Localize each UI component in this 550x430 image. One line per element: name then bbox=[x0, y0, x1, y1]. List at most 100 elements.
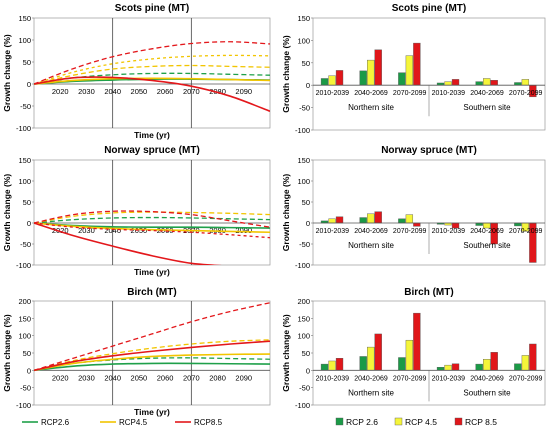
series-line-rcp85-solid bbox=[34, 340, 270, 372]
chart-title: Scots pine (MT) bbox=[115, 3, 189, 14]
y-tick-label: 50 bbox=[302, 59, 310, 68]
series-line-rcp26-solid bbox=[34, 222, 270, 229]
y-tick-label: 200 bbox=[18, 297, 31, 306]
bar-rcp45-5 bbox=[521, 79, 530, 86]
series-line-rcp85-solid bbox=[34, 222, 223, 265]
y-tick-label: -100 bbox=[295, 401, 310, 410]
group-label: Southern site bbox=[463, 103, 511, 112]
bar-rcp85-0 bbox=[335, 70, 344, 86]
y-tick-label: -50 bbox=[299, 240, 310, 249]
bar-rcp45-2 bbox=[405, 55, 414, 86]
legend-bar-swatch bbox=[335, 417, 344, 426]
bar-rcp26-4 bbox=[475, 81, 483, 86]
series-line-rcp85-dashed bbox=[34, 302, 270, 371]
legend-label: RCP 4.5 bbox=[405, 417, 437, 427]
y-tick-label: -50 bbox=[20, 384, 31, 393]
bar-rcp26-0 bbox=[320, 78, 329, 86]
category-label: 2040-2069 bbox=[470, 228, 504, 235]
x-tick-label: 2050 bbox=[131, 226, 148, 235]
bar-rcp45-4 bbox=[483, 78, 491, 86]
bar-rcp85-0 bbox=[335, 216, 344, 224]
plot-frame bbox=[33, 17, 271, 129]
category-label: 2010-2039 bbox=[316, 228, 350, 235]
category-label: 2010-2039 bbox=[432, 90, 466, 97]
x-tick-label: 2070 bbox=[183, 373, 200, 382]
bar-rcp45-2 bbox=[405, 339, 414, 371]
category-label: 2040-2069 bbox=[354, 90, 388, 97]
y-tick-label: -50 bbox=[299, 104, 310, 113]
category-label: 2040-2069 bbox=[470, 90, 504, 97]
y-tick-label: -100 bbox=[295, 126, 310, 135]
bar-rcp85-4 bbox=[490, 352, 498, 371]
bar-chart-5: Birch (MT) -100 -50 0 50 100 150 200 Growth chan… bbox=[281, 287, 546, 410]
category-label: 2040-2069 bbox=[470, 375, 504, 382]
bar-rcp26-0 bbox=[320, 363, 329, 371]
y-axis-label: Growth change (%) bbox=[281, 314, 291, 392]
bar-rcp26-4 bbox=[475, 363, 483, 371]
y-tick-label: 200 bbox=[297, 297, 310, 306]
y-tick-label: 0 bbox=[27, 219, 31, 228]
x-axis-label: Time (yr) bbox=[134, 130, 170, 140]
y-tick-label: 50 bbox=[302, 349, 310, 358]
y-tick-label: 0 bbox=[306, 219, 310, 228]
legend-label: RCP 2.6 bbox=[346, 417, 378, 427]
legend-label: RCP8.5 bbox=[194, 418, 223, 427]
series-line-rcp45-dashed bbox=[34, 339, 270, 371]
y-tick-label: 0 bbox=[27, 366, 31, 375]
bar-rcp45-0 bbox=[328, 218, 336, 224]
x-tick-label: 2050 bbox=[131, 373, 148, 382]
bar-rcp85-2 bbox=[413, 222, 421, 227]
bar-rcp45-3 bbox=[444, 81, 452, 86]
x-tick-label: 2040 bbox=[104, 87, 121, 96]
bar-rcp85-3 bbox=[451, 363, 460, 371]
series-line-rcp45-solid bbox=[34, 77, 270, 85]
category-label: 2070-2099 bbox=[509, 228, 543, 235]
y-tick-label: 150 bbox=[297, 14, 310, 23]
series-line-rcp85-dashed bbox=[34, 210, 270, 228]
bar-rcp85-1 bbox=[374, 211, 382, 224]
bar-rcp45-1 bbox=[367, 346, 375, 371]
x-tick-label: 2090 bbox=[235, 226, 252, 235]
bar-rcp26-1 bbox=[359, 70, 367, 86]
line-chart-4: Birch (MT) -100 -50 0 50 100 150 200 2020 2030 204… bbox=[2, 287, 271, 417]
y-tick-label: 150 bbox=[297, 156, 310, 165]
line-chart-2: Norway spruce (MT) -100 -50 0 50 100 150 2020 20… bbox=[2, 145, 271, 277]
bar-rcp45-4 bbox=[483, 359, 491, 371]
series-line-rcp45-solid bbox=[34, 222, 270, 234]
bar-rcp45-1 bbox=[367, 213, 375, 224]
x-tick-label: 2090 bbox=[235, 373, 252, 382]
series-line-rcp45-dashed bbox=[34, 64, 270, 85]
bar-chart-3: Norway spruce (MT) -100 -50 0 50 100 150 Growth… bbox=[281, 145, 546, 270]
series-line-rcp45-solid bbox=[34, 353, 270, 372]
bar-rcp45-0 bbox=[328, 75, 336, 86]
bar-rcp85-4 bbox=[490, 80, 498, 86]
y-axis-label: Growth change (%) bbox=[2, 314, 12, 392]
x-tick-label: 2050 bbox=[131, 87, 148, 96]
bar-rcp26-5 bbox=[514, 82, 522, 86]
chart-title: Birch (MT) bbox=[127, 287, 176, 298]
y-tick-label: 50 bbox=[23, 198, 31, 207]
x-tick-label: 2040 bbox=[104, 373, 121, 382]
chart-title: Scots pine (MT) bbox=[392, 3, 466, 14]
bar-rcp26-5 bbox=[514, 222, 522, 227]
bar-rcp85-2 bbox=[413, 42, 421, 86]
line-chart-0: Scots pine (MT) -100 -50 0 50 100 150 2020 2030 2… bbox=[2, 3, 271, 140]
category-label: 2070-2099 bbox=[509, 375, 543, 382]
bar-rcp45-0 bbox=[328, 360, 336, 371]
y-tick-label: 150 bbox=[297, 314, 310, 323]
bar-rcp26-1 bbox=[359, 217, 367, 224]
y-tick-label: -100 bbox=[16, 401, 31, 410]
group-label: Southern site bbox=[463, 388, 511, 397]
category-label: 2070-2099 bbox=[393, 228, 427, 235]
legend-bar-swatch bbox=[394, 417, 403, 426]
y-tick-label: 100 bbox=[18, 36, 31, 45]
bar-rcp85-5 bbox=[529, 343, 537, 371]
category-label: 2040-2069 bbox=[354, 375, 388, 382]
bar-legend: RCP 2.6 RCP 4.5 RCP 8.5 bbox=[335, 417, 497, 427]
y-axis-label: Growth change (%) bbox=[2, 34, 12, 112]
category-label: 2070-2099 bbox=[393, 375, 427, 382]
legend-label: RCP2.6 bbox=[41, 418, 70, 427]
series-line-rcp45-dashed2 bbox=[34, 54, 270, 85]
y-tick-label: -50 bbox=[299, 384, 310, 393]
category-label: 2010-2039 bbox=[316, 375, 350, 382]
